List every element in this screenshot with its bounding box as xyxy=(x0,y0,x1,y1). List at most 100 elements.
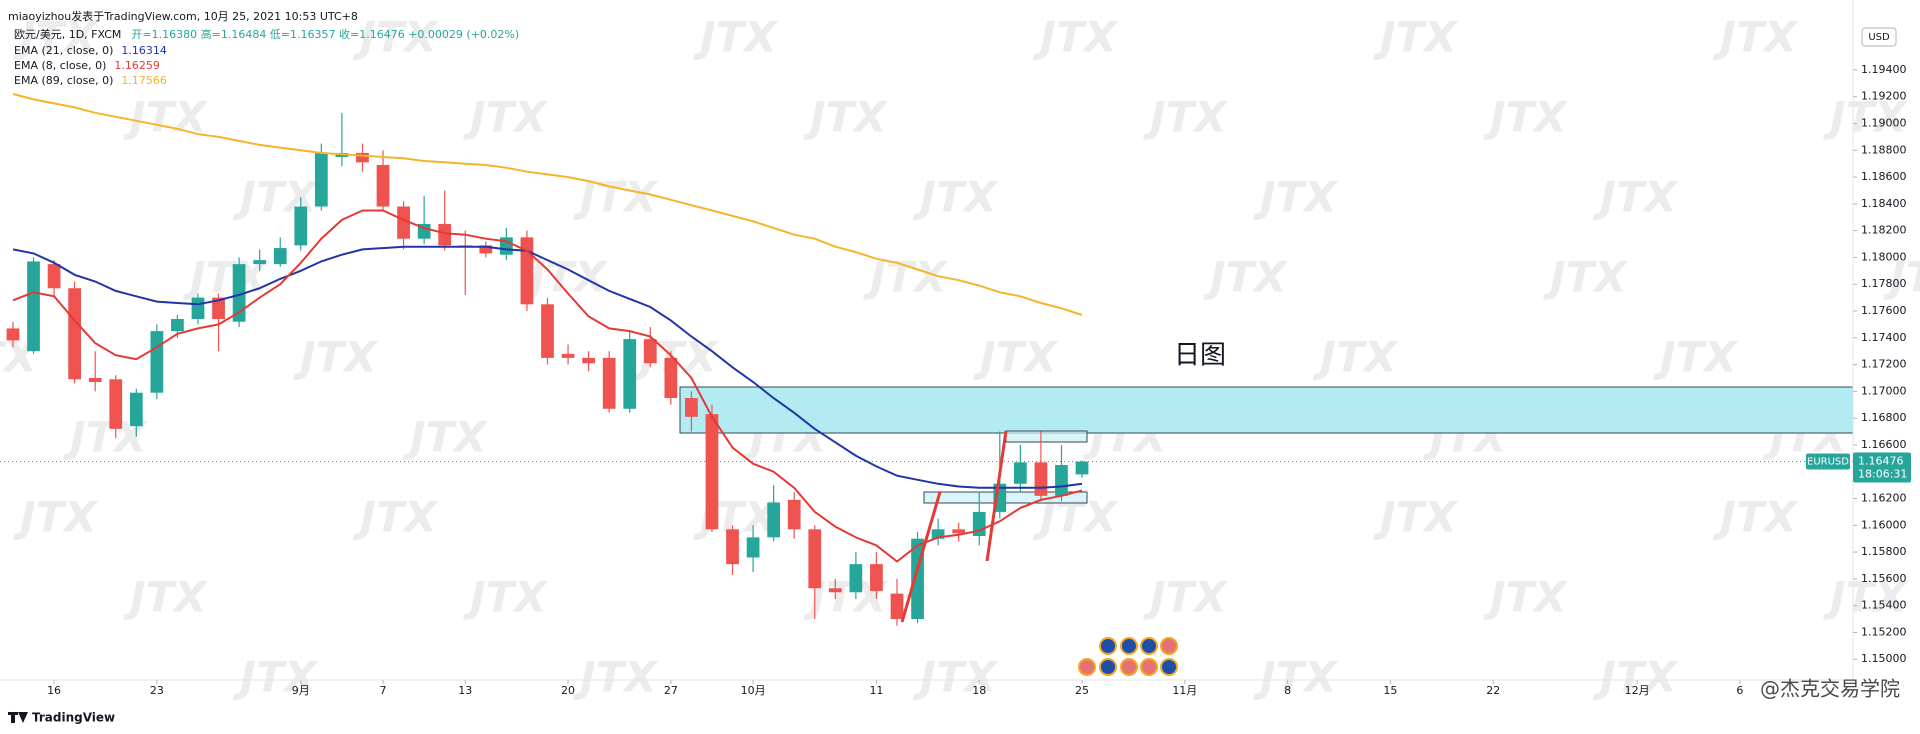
candle-body xyxy=(191,297,205,320)
legend-entry: EMA (8, close, 0) 1.16259 xyxy=(14,59,160,72)
event-icon xyxy=(1120,637,1138,655)
candle-body xyxy=(890,593,904,620)
y-tick-label: 1.18200 xyxy=(1861,224,1907,237)
watermark: JTX xyxy=(1823,573,1909,622)
legend: 欧元/美元, 1D, FXCM 开=1.16380 高=1.16484 低=1.1… xyxy=(14,27,519,41)
candle-body xyxy=(171,319,184,332)
legend-name: EMA (21, close, 0) xyxy=(14,44,113,57)
candle-body xyxy=(828,588,842,593)
watermark: JTX xyxy=(1593,653,1679,702)
watermark: JTX xyxy=(1543,253,1629,302)
watermark: JTX xyxy=(1713,493,1799,542)
candle-body xyxy=(520,237,534,305)
y-tick-label: 1.17400 xyxy=(1861,331,1907,344)
legend-name: EMA (89, close, 0) xyxy=(14,74,113,87)
candle-body xyxy=(6,328,20,341)
candle-body xyxy=(808,529,822,589)
legend-entry: EMA (89, close, 0) 1.17566 xyxy=(14,74,167,87)
watermark: JTX xyxy=(1253,653,1339,702)
y-tick-label: 1.15400 xyxy=(1861,599,1907,612)
watermark: JTX xyxy=(573,653,659,702)
candle-body xyxy=(27,261,40,352)
ema-line xyxy=(12,245,1083,489)
y-tick-label: 1.15200 xyxy=(1861,625,1907,638)
x-tick-label: 9月 xyxy=(292,684,310,697)
brand: TradingView xyxy=(32,711,115,725)
y-tick-label: 1.18400 xyxy=(1861,197,1907,210)
candle-body xyxy=(1055,465,1068,496)
x-tick-label: 11 xyxy=(869,684,883,697)
candle-body xyxy=(705,414,719,530)
watermark: JTX xyxy=(463,573,549,622)
event-icon xyxy=(1099,658,1117,676)
candle-body xyxy=(129,392,143,427)
candle-body xyxy=(1034,462,1048,496)
watermark: JTX xyxy=(863,253,949,302)
watermark: JTX xyxy=(293,333,379,382)
watermark: JTX xyxy=(913,653,999,702)
plot xyxy=(0,93,1853,626)
symbol-tag: EURUSD xyxy=(1807,457,1849,468)
x-tick-label: 23 xyxy=(150,684,164,697)
y-tick-label: 1.16800 xyxy=(1861,411,1907,424)
symbol-tag-box xyxy=(1806,453,1850,470)
countdown: 18:06:31 xyxy=(1858,468,1907,481)
event-icon xyxy=(1140,637,1158,655)
candle-body xyxy=(582,357,595,364)
candle-body xyxy=(541,304,554,358)
candle-body xyxy=(88,377,102,382)
candle-body xyxy=(602,357,616,409)
watermark: JTX xyxy=(973,333,1059,382)
candle-body xyxy=(643,339,657,364)
watermark: JTX xyxy=(913,173,999,222)
candle-body xyxy=(685,398,698,417)
zone-box xyxy=(679,386,1854,434)
y-tick-label: 1.17600 xyxy=(1861,304,1907,317)
candle-body xyxy=(253,260,267,265)
candle-body xyxy=(870,564,883,591)
candle-body xyxy=(931,529,945,539)
x-tick-label: 20 xyxy=(561,684,575,697)
candle-body xyxy=(273,248,287,265)
y-tick-label: 1.15800 xyxy=(1861,545,1907,558)
event-icon xyxy=(1078,658,1096,676)
candle-body xyxy=(109,379,123,429)
x-tick-label: 7 xyxy=(380,684,387,697)
watermark: JTX xyxy=(1883,253,1920,302)
y-tick-label: 1.17200 xyxy=(1861,358,1907,371)
watermark: JTX xyxy=(1373,13,1459,62)
candle-body xyxy=(47,264,61,289)
watermark: JTX xyxy=(233,653,319,702)
watermark: JTX xyxy=(13,493,99,542)
chart-title: miaoyizhou发表于TradingView.com, 10月 25, 20… xyxy=(8,9,358,23)
legend-value: 1.16259 xyxy=(114,59,160,72)
watermark: JTX xyxy=(1653,333,1739,382)
watermark: JTX xyxy=(693,13,779,62)
watermark: JTX xyxy=(1483,93,1569,142)
candle-body xyxy=(623,339,637,409)
y-tick-label: 1.18800 xyxy=(1861,143,1907,156)
candle-body xyxy=(232,264,246,322)
ema-line xyxy=(12,209,1083,563)
watermark: JTX xyxy=(803,93,889,142)
watermark: JTX xyxy=(1143,573,1229,622)
y-tick-label: 1.18000 xyxy=(1861,250,1907,263)
x-tick-label: 22 xyxy=(1486,684,1500,697)
candle-body xyxy=(664,357,678,399)
y-tick-label: 1.19000 xyxy=(1861,116,1907,129)
price-tag-box xyxy=(1853,452,1911,483)
candle-body xyxy=(479,245,493,254)
legend-name: EMA (8, close, 0) xyxy=(14,59,106,72)
y-tick-label: 1.17000 xyxy=(1861,384,1907,397)
watermark: JTX xyxy=(1593,173,1679,222)
candle-body xyxy=(849,564,863,593)
y-tick-label: 1.16000 xyxy=(1861,518,1907,531)
watermark: JTX xyxy=(463,93,549,142)
y-tick-label: 1.15600 xyxy=(1861,572,1907,585)
candle-body xyxy=(294,206,308,246)
watermark: JTX xyxy=(1313,333,1399,382)
watermark: JTX xyxy=(1253,173,1339,222)
x-tick-label: 16 xyxy=(47,684,61,697)
x-tick-label: 8 xyxy=(1284,684,1291,697)
